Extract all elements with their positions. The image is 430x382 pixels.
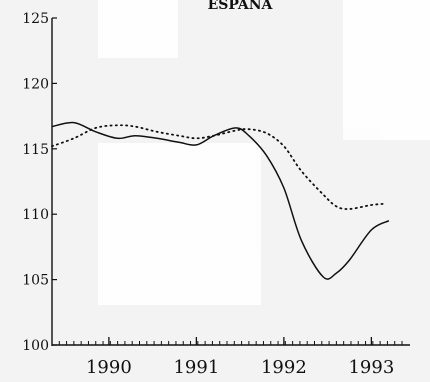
axes: 100 105 110 115 120 125 1990 1991 1992 1993 bbox=[22, 11, 410, 378]
x-tick-label: 1990 bbox=[86, 357, 132, 378]
y-tick-label: 100 bbox=[22, 338, 49, 354]
y-tick-label: 105 bbox=[22, 273, 49, 289]
background-patches bbox=[98, 0, 430, 305]
x-tick-label: 1992 bbox=[261, 357, 307, 378]
background-patch bbox=[343, 0, 430, 140]
y-tick-label: 120 bbox=[22, 76, 49, 92]
x-tick-label: 1991 bbox=[173, 357, 219, 378]
series-line-dotted bbox=[51, 124, 386, 210]
y-tick-label: 125 bbox=[22, 11, 49, 27]
background-patch bbox=[98, 0, 178, 58]
x-tick-label: 1993 bbox=[348, 357, 394, 378]
series-layer bbox=[51, 121, 390, 280]
chart-title: ESPAÑA bbox=[208, 0, 274, 13]
y-tick-label: 115 bbox=[22, 142, 49, 158]
background-patch bbox=[98, 143, 261, 305]
series-line-solid bbox=[51, 121, 390, 280]
y-tick-label: 110 bbox=[22, 207, 49, 223]
